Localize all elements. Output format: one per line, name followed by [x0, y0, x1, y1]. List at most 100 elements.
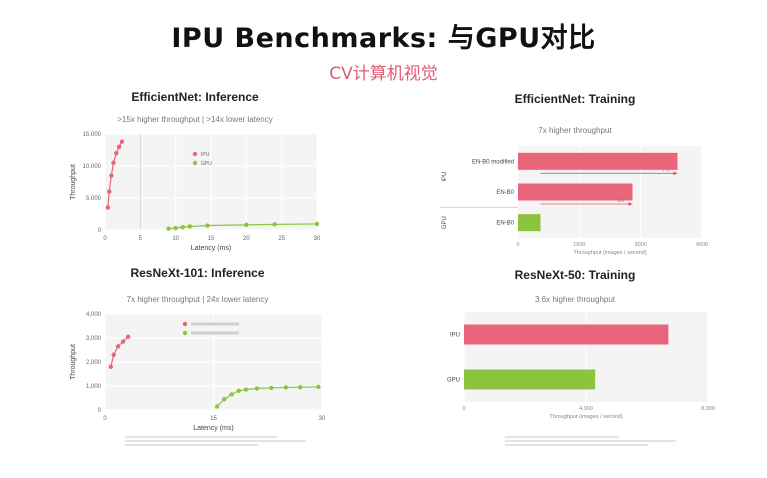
y-axis-label: Throughput — [70, 164, 77, 200]
data-point-ipu — [107, 189, 112, 194]
data-point-gpu — [316, 384, 321, 390]
y-tick-label: 15,000 — [83, 132, 102, 138]
effnet-training-chart: 0 1500 3000 4500 Throughput (images / second… — [440, 146, 708, 256]
x-axis-label: Latency (ms) — [193, 425, 233, 432]
annotation-arrowhead — [628, 202, 633, 206]
chart-title: EfficientNet: Training — [514, 92, 636, 106]
data-point-ipu — [116, 144, 122, 149]
x-tick-label: 15 — [210, 416, 217, 422]
data-point-gpu — [222, 397, 227, 402]
data-point-ipu — [108, 364, 113, 369]
annotation-label: 7x — [662, 166, 670, 173]
legend-label: IPU — [201, 152, 210, 158]
effnet-training-panel: EfficientNet: Training 7x higher through… — [430, 90, 720, 260]
data-point-gpu — [243, 387, 249, 392]
legend-label-blurred — [191, 322, 239, 326]
data-point-gpu — [269, 385, 274, 391]
resnext-training-chart: 0 4,000 8,000 Throughput (images / second) I… — [447, 312, 715, 420]
y-tick-label: 0 — [98, 228, 102, 234]
category-label: EN-B0 — [496, 190, 514, 196]
category-label: EN-B0 — [496, 221, 514, 227]
data-point-gpu — [244, 222, 249, 228]
x-tick-label: 8,000 — [701, 406, 715, 412]
data-point-ipu — [111, 352, 116, 357]
x-tick-label: 10 — [172, 236, 179, 242]
group-label: IPU — [442, 172, 448, 182]
x-tick-label: 1500 — [573, 242, 585, 248]
y-tick-label: 4,000 — [86, 312, 102, 318]
x-tick-label: 0 — [103, 236, 107, 242]
x-tick-label: 5 — [139, 236, 143, 242]
data-point-gpu — [187, 224, 192, 229]
data-point-gpu — [254, 386, 260, 391]
page-title: IPU Benchmarks: 与GPU对比 — [171, 23, 596, 54]
chart-title: ResNeXt-101: Inference — [130, 266, 265, 280]
data-point-ipu — [119, 139, 125, 144]
data-point-ipu — [125, 334, 131, 339]
x-tick-label: 30 — [314, 236, 321, 242]
x-tick-label: 4,000 — [579, 406, 593, 412]
x-axis-label: Throughput (images / second) — [573, 250, 647, 256]
x-tick-label: 15 — [208, 236, 215, 242]
page-subtitle: CV计算机视觉 — [329, 64, 438, 84]
x-tick-label: 0 — [462, 406, 465, 412]
x-tick-label: 30 — [319, 416, 326, 422]
category-label: IPU — [450, 333, 460, 339]
y-tick-label: 1,000 — [86, 384, 102, 390]
bar-0 — [464, 324, 669, 345]
x-tick-label: 25 — [278, 236, 285, 242]
annotation-arrowhead — [673, 171, 678, 176]
x-tick-label: 3000 — [635, 242, 647, 248]
legend-marker-gpu — [192, 160, 198, 166]
data-point-gpu — [166, 226, 171, 231]
y-tick-label: 5,000 — [86, 196, 102, 202]
data-point-gpu — [173, 225, 178, 231]
y-tick-label: 3,000 — [86, 336, 102, 342]
resnext-inference-chart: 0 1,000 2,000 3,000 4,000 0 15 30 Latency (ms) Th… — [70, 312, 326, 432]
resnext-inference-panel: ResNeXt-101: Inference 7x higher through… — [65, 264, 330, 464]
legend-marker-gpu — [182, 330, 188, 336]
effnet-inference-panel: EfficientNet: Inference >15x higher thro… — [65, 88, 325, 260]
effnet-inference-chart: 0 5,000 10,000 15,000 0 5 10 15 20 25 30 Latency (m… — [70, 132, 321, 252]
y-tick-label: 0 — [98, 408, 102, 414]
resnext-training-panel: ResNeXt-50: Training 3.6x higher through… — [430, 266, 720, 456]
legend-label-blurred — [191, 331, 239, 335]
data-point-gpu — [314, 221, 320, 227]
data-point-ipu — [115, 344, 121, 349]
chart-title: ResNeXt-50: Training — [514, 268, 636, 282]
legend-marker-ipu — [182, 321, 188, 327]
data-point-gpu — [229, 392, 234, 397]
y-tick-label: 10,000 — [83, 164, 102, 170]
footnote-blur — [505, 434, 695, 448]
data-point-gpu — [298, 385, 303, 390]
x-tick-label: 4500 — [696, 242, 708, 248]
bar-0 — [518, 152, 678, 170]
bar-1 — [518, 183, 633, 201]
legend-label: GPU — [201, 161, 212, 167]
bar-1 — [464, 369, 596, 390]
data-point-ipu — [105, 205, 111, 210]
y-axis-label: Throughput — [70, 344, 77, 380]
x-tick-label: 0 — [103, 416, 107, 422]
data-point-gpu — [205, 223, 210, 228]
data-point-gpu — [236, 388, 242, 393]
data-point-ipu — [120, 339, 126, 344]
category-label: EN-B0 modified — [472, 159, 514, 165]
data-point-gpu — [272, 222, 277, 227]
legend-marker-ipu — [192, 151, 198, 157]
bar-2 — [518, 214, 541, 232]
chart-subtitle: 3.6x higher throughput — [534, 295, 616, 304]
chart-subtitle: >15x higher throughput | >14x lower late… — [117, 115, 273, 124]
x-tick-label: 0 — [516, 242, 519, 248]
footnote-blur — [125, 434, 315, 448]
x-axis-label: Throughput (images / second) — [549, 414, 623, 420]
series-line-gpu — [216, 386, 319, 407]
category-label: GPU — [447, 378, 460, 384]
data-point-gpu — [180, 224, 185, 230]
data-point-ipu — [111, 160, 116, 165]
data-point-ipu — [114, 151, 119, 156]
group-label: GPU — [442, 216, 448, 229]
chart-title: EfficientNet: Inference — [131, 90, 259, 104]
x-axis-label: Latency (ms) — [191, 245, 231, 252]
annotation-label: 5x — [617, 197, 625, 204]
